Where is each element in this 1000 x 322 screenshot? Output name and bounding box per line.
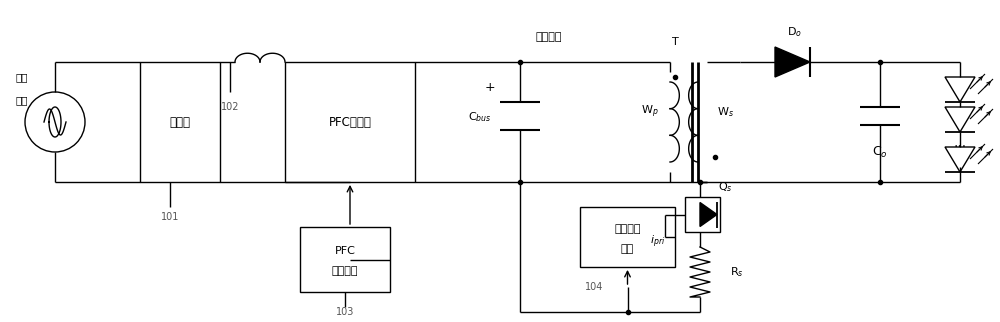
Text: R$_s$: R$_s$	[730, 265, 744, 279]
Text: +: +	[485, 80, 495, 93]
Polygon shape	[700, 203, 717, 226]
Text: 交流: 交流	[15, 72, 28, 82]
Text: W$_s$: W$_s$	[717, 105, 733, 119]
Text: 输入: 输入	[15, 95, 28, 105]
Bar	[685, 197, 720, 232]
Text: 整流桥: 整流桥	[170, 116, 190, 128]
Bar	[140, 62, 220, 182]
Text: D$_o$: D$_o$	[787, 25, 803, 39]
Text: PFC主电路: PFC主电路	[329, 116, 371, 128]
Text: PFC: PFC	[335, 247, 355, 257]
Text: 芯片: 芯片	[621, 244, 634, 254]
Text: C$_{bus}$: C$_{bus}$	[468, 110, 492, 124]
Bar	[580, 207, 675, 267]
Text: ···: ···	[953, 140, 967, 154]
Text: 103: 103	[336, 307, 354, 317]
Text: 101: 101	[161, 212, 179, 222]
Text: T: T	[672, 37, 678, 47]
Text: C$_o$: C$_o$	[872, 145, 888, 159]
Bar	[285, 62, 415, 182]
Text: 控制芯片: 控制芯片	[332, 267, 358, 277]
Text: 直流母线: 直流母线	[535, 32, 562, 42]
Text: 102: 102	[221, 102, 239, 112]
Text: Q$_s$: Q$_s$	[718, 180, 732, 194]
Text: $i_{pri}$: $i_{pri}$	[650, 234, 665, 250]
Bar	[300, 227, 390, 292]
Text: 104: 104	[585, 282, 603, 292]
Text: 恒流控制: 恒流控制	[614, 224, 641, 234]
Text: W$_p$: W$_p$	[641, 104, 659, 120]
Polygon shape	[775, 47, 810, 77]
